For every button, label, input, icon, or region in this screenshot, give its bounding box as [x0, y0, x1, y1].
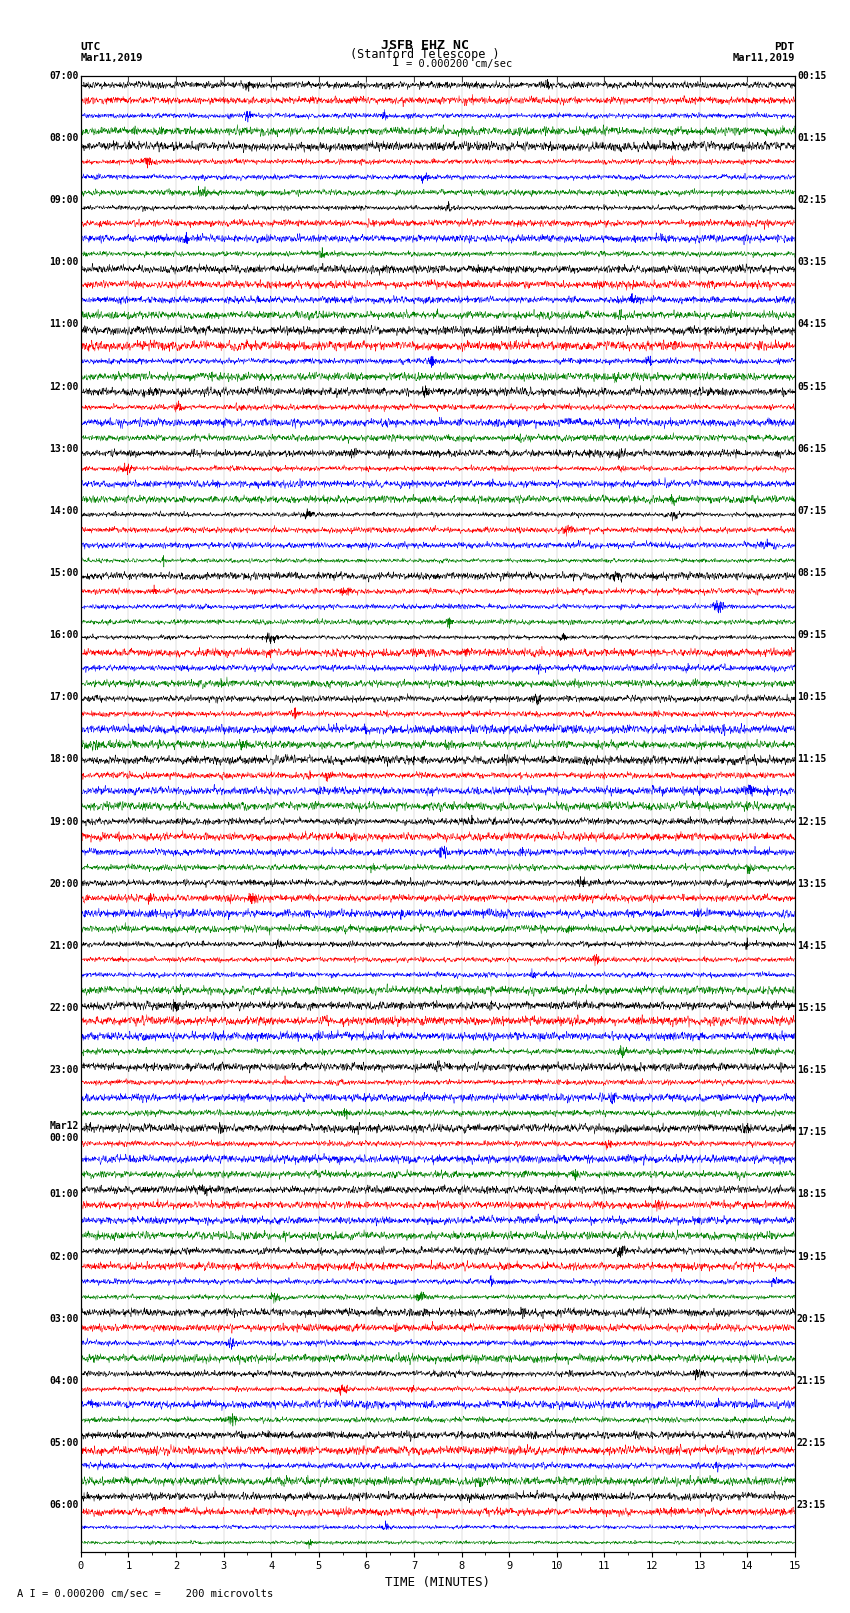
Text: 22:00: 22:00	[49, 1003, 78, 1013]
Text: 17:00: 17:00	[49, 692, 78, 702]
Text: 21:15: 21:15	[797, 1376, 826, 1386]
Text: 02:15: 02:15	[797, 195, 826, 205]
Text: 23:15: 23:15	[797, 1500, 826, 1510]
Text: 05:00: 05:00	[49, 1437, 78, 1448]
Text: 06:15: 06:15	[797, 444, 826, 453]
Text: 23:00: 23:00	[49, 1065, 78, 1076]
Text: 14:00: 14:00	[49, 506, 78, 516]
Text: 11:00: 11:00	[49, 319, 78, 329]
Text: 05:15: 05:15	[797, 382, 826, 392]
X-axis label: TIME (MINUTES): TIME (MINUTES)	[385, 1576, 490, 1589]
Text: JSFB EHZ NC: JSFB EHZ NC	[381, 39, 469, 52]
Text: 22:15: 22:15	[797, 1437, 826, 1448]
Text: 18:15: 18:15	[797, 1189, 826, 1200]
Text: 08:15: 08:15	[797, 568, 826, 577]
Text: 03:00: 03:00	[49, 1313, 78, 1324]
Text: PDT: PDT	[774, 42, 795, 52]
Text: 09:15: 09:15	[797, 631, 826, 640]
Text: 04:15: 04:15	[797, 319, 826, 329]
Text: 13:00: 13:00	[49, 444, 78, 453]
Text: 01:15: 01:15	[797, 132, 826, 144]
Text: 07:15: 07:15	[797, 506, 826, 516]
Text: UTC: UTC	[81, 42, 101, 52]
Text: Mar11,2019: Mar11,2019	[81, 53, 144, 63]
Text: 15:15: 15:15	[797, 1003, 826, 1013]
Text: 19:00: 19:00	[49, 816, 78, 826]
Text: A I = 0.000200 cm/sec =    200 microvolts: A I = 0.000200 cm/sec = 200 microvolts	[17, 1589, 273, 1598]
Text: 03:15: 03:15	[797, 256, 826, 268]
Text: 04:00: 04:00	[49, 1376, 78, 1386]
Text: 01:00: 01:00	[49, 1189, 78, 1200]
Text: = 0.000200 cm/sec: = 0.000200 cm/sec	[406, 60, 513, 69]
Text: 11:15: 11:15	[797, 755, 826, 765]
Text: 02:00: 02:00	[49, 1252, 78, 1261]
Text: 14:15: 14:15	[797, 940, 826, 950]
Text: 06:00: 06:00	[49, 1500, 78, 1510]
Text: 10:15: 10:15	[797, 692, 826, 702]
Text: I: I	[392, 56, 399, 69]
Text: 19:15: 19:15	[797, 1252, 826, 1261]
Text: 16:00: 16:00	[49, 631, 78, 640]
Text: 10:00: 10:00	[49, 256, 78, 268]
Text: (Stanford Telescope ): (Stanford Telescope )	[350, 48, 500, 61]
Text: 16:15: 16:15	[797, 1065, 826, 1076]
Text: 12:00: 12:00	[49, 382, 78, 392]
Text: 20:00: 20:00	[49, 879, 78, 889]
Text: 13:15: 13:15	[797, 879, 826, 889]
Text: 00:15: 00:15	[797, 71, 826, 81]
Text: 07:00: 07:00	[49, 71, 78, 81]
Text: 15:00: 15:00	[49, 568, 78, 577]
Text: Mar11,2019: Mar11,2019	[732, 53, 795, 63]
Text: 08:00: 08:00	[49, 132, 78, 144]
Text: 18:00: 18:00	[49, 755, 78, 765]
Text: 12:15: 12:15	[797, 816, 826, 826]
Text: Mar12
00:00: Mar12 00:00	[49, 1121, 78, 1144]
Text: 20:15: 20:15	[797, 1313, 826, 1324]
Text: 21:00: 21:00	[49, 940, 78, 950]
Text: 17:15: 17:15	[797, 1127, 826, 1137]
Text: 09:00: 09:00	[49, 195, 78, 205]
